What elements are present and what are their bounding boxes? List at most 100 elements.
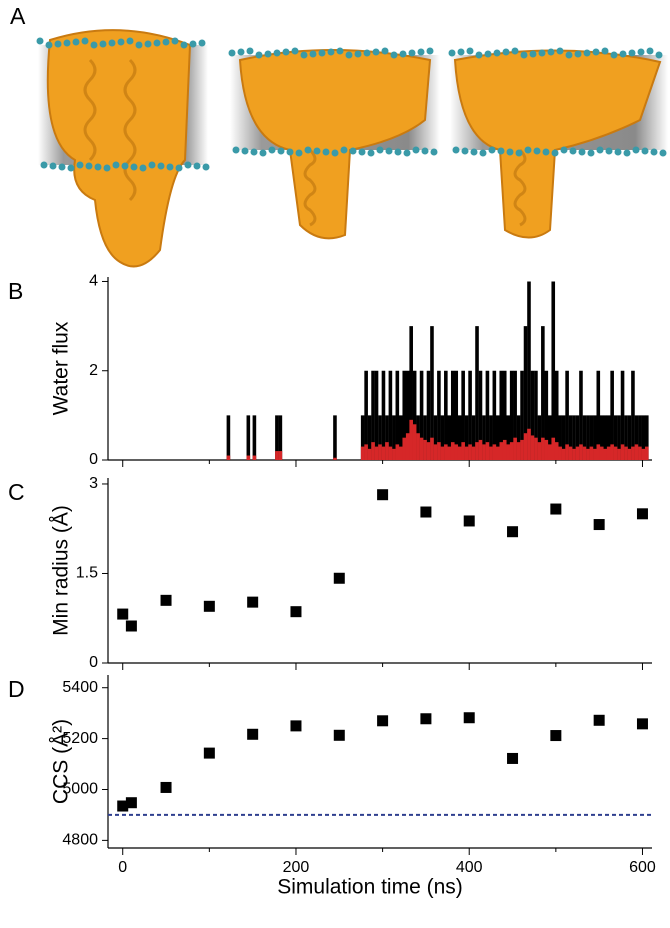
headgroup	[135, 41, 143, 49]
headgroup	[493, 49, 501, 57]
headgroup	[565, 51, 573, 59]
headgroup	[470, 148, 478, 156]
headgroup	[556, 47, 564, 55]
y-tick-label: 0	[89, 654, 98, 671]
headgroup	[533, 147, 541, 155]
headgroup	[94, 163, 102, 171]
headgroup	[502, 48, 510, 56]
headgroup	[659, 149, 667, 157]
headgroup	[358, 148, 366, 156]
headgroup	[376, 146, 384, 154]
x-axis-label: Simulation time (ns)	[277, 876, 463, 899]
panel-label: D	[8, 676, 25, 702]
headgroup	[327, 48, 335, 56]
y-tick-label: 5000	[62, 781, 98, 798]
headgroup	[286, 148, 294, 156]
point	[125, 620, 137, 632]
point	[203, 600, 215, 612]
headgroup	[313, 147, 321, 155]
headgroup	[515, 149, 523, 157]
headgroup	[162, 38, 170, 46]
point	[333, 729, 345, 741]
headgroup	[121, 162, 129, 170]
headgroup	[655, 51, 663, 59]
headgroup	[538, 49, 546, 57]
headgroup	[180, 41, 188, 49]
point	[463, 515, 475, 527]
point	[636, 718, 648, 730]
headgroup	[506, 148, 514, 156]
headgroup	[610, 51, 618, 59]
point	[507, 752, 519, 764]
headgroup	[40, 161, 48, 169]
headgroup	[175, 164, 183, 172]
headgroup	[273, 49, 281, 57]
headgroup	[367, 149, 375, 157]
headgroup	[63, 39, 71, 47]
headgroup	[157, 162, 165, 170]
headgroup	[108, 39, 116, 47]
headgroup	[524, 146, 532, 154]
headgroup	[542, 148, 550, 156]
headgroup	[295, 149, 303, 157]
headgroup	[130, 163, 138, 171]
headgroup	[408, 49, 416, 57]
point	[333, 572, 345, 584]
headgroup	[331, 149, 339, 157]
headgroup	[484, 50, 492, 58]
y-tick-label: 5200	[62, 730, 98, 747]
headgroup	[385, 147, 393, 155]
headgroup	[153, 39, 161, 47]
x-tick-label: 0	[118, 859, 127, 876]
headgroup	[529, 50, 537, 58]
y-tick-label: 5400	[62, 679, 98, 696]
headgroup	[228, 49, 236, 57]
point	[463, 712, 475, 724]
headgroup	[646, 47, 654, 55]
headgroup	[309, 50, 317, 58]
headgroup	[268, 146, 276, 154]
headgroup	[430, 148, 438, 156]
point	[203, 747, 215, 759]
point	[117, 800, 129, 812]
headgroup	[99, 40, 107, 48]
headgroup	[144, 40, 152, 48]
headgroup	[139, 164, 147, 172]
lipid-headgroups	[36, 37, 667, 172]
panel-label: B	[8, 278, 23, 304]
headgroup	[457, 48, 465, 56]
x-tick-label: 600	[629, 859, 656, 876]
headgroup	[399, 50, 407, 58]
headgroup	[246, 47, 254, 55]
headgroup	[381, 47, 389, 55]
y-tick-label: 4800	[62, 832, 98, 849]
headgroup	[322, 148, 330, 156]
headgroup	[85, 162, 93, 170]
point	[125, 797, 137, 809]
point	[290, 720, 302, 732]
helix-detail	[83, 58, 527, 227]
headgroup	[264, 50, 272, 58]
headgroup	[372, 48, 380, 56]
headgroup	[198, 39, 206, 47]
headgroup	[574, 50, 582, 58]
point	[247, 728, 259, 740]
headgroup	[103, 164, 111, 172]
headgroup	[67, 164, 75, 172]
y-tick-label: 3	[89, 475, 98, 492]
point	[247, 596, 259, 608]
headgroup	[596, 146, 604, 154]
headgroup	[202, 163, 210, 171]
headgroup	[497, 147, 505, 155]
y-tick-label: 2	[89, 362, 98, 379]
point	[593, 714, 605, 726]
headgroup	[72, 38, 80, 46]
point	[550, 730, 562, 742]
headgroup	[171, 37, 179, 45]
point	[420, 713, 432, 725]
headgroup	[551, 149, 559, 157]
headgroup	[479, 149, 487, 157]
y-axis-label: Min radius (Å)	[50, 505, 73, 636]
headgroup	[354, 50, 362, 58]
